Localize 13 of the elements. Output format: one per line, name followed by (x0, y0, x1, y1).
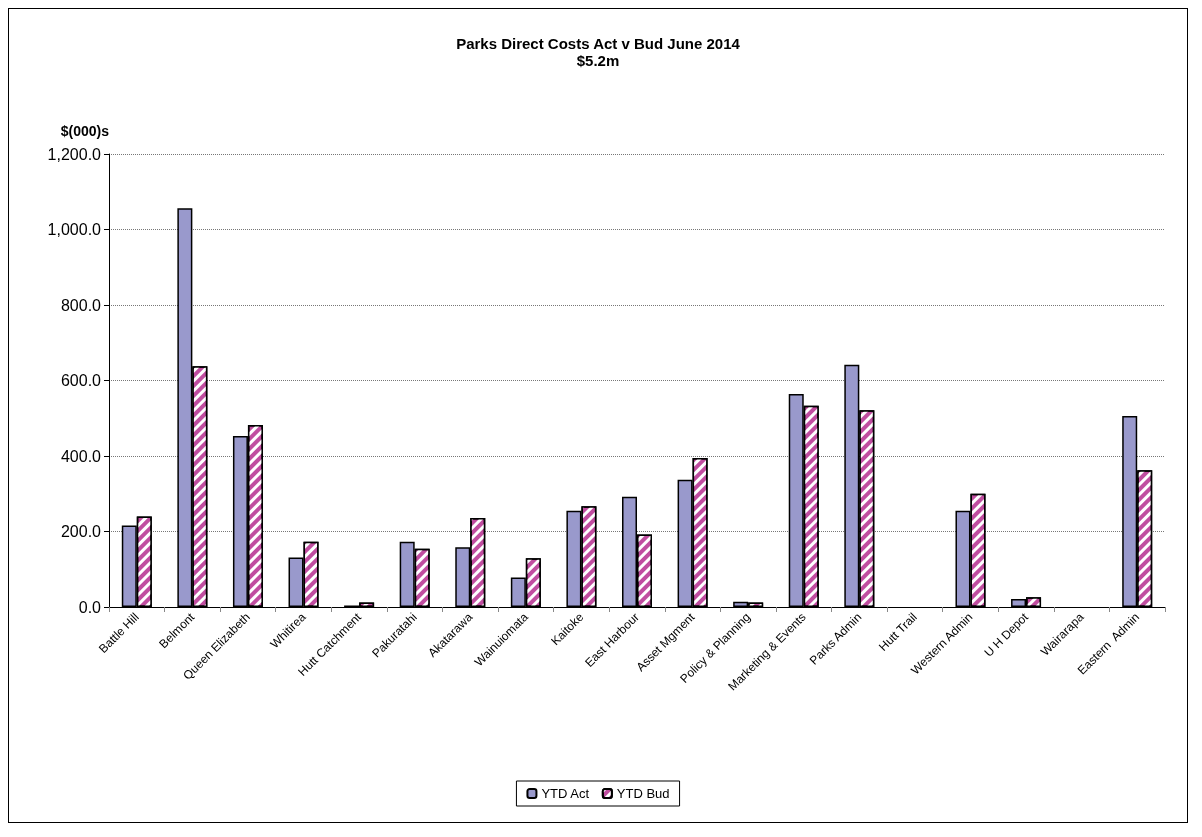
y-tick-label: 600.0 (60, 372, 102, 389)
y-tick-label: 1,000.0 (47, 221, 102, 238)
legend-label: YTD Act (541, 786, 590, 801)
chart-title: Parks Direct Costs Act v Bud June 2014 (456, 35, 741, 52)
chart-subtitle: $5.2m (576, 52, 620, 69)
y-tick-label: 200.0 (60, 523, 102, 540)
x-tick-label: Hutt Trail (876, 610, 920, 654)
y-tick-label: 1,200.0 (47, 145, 102, 163)
legend-label: YTD Bud (616, 786, 670, 801)
y-tick-label: 400.0 (60, 447, 102, 465)
y-tick-label: 800.0 (60, 296, 102, 314)
y-axis-title: $(000)s (60, 123, 110, 139)
y-tick-label: 0.0 (78, 598, 102, 616)
